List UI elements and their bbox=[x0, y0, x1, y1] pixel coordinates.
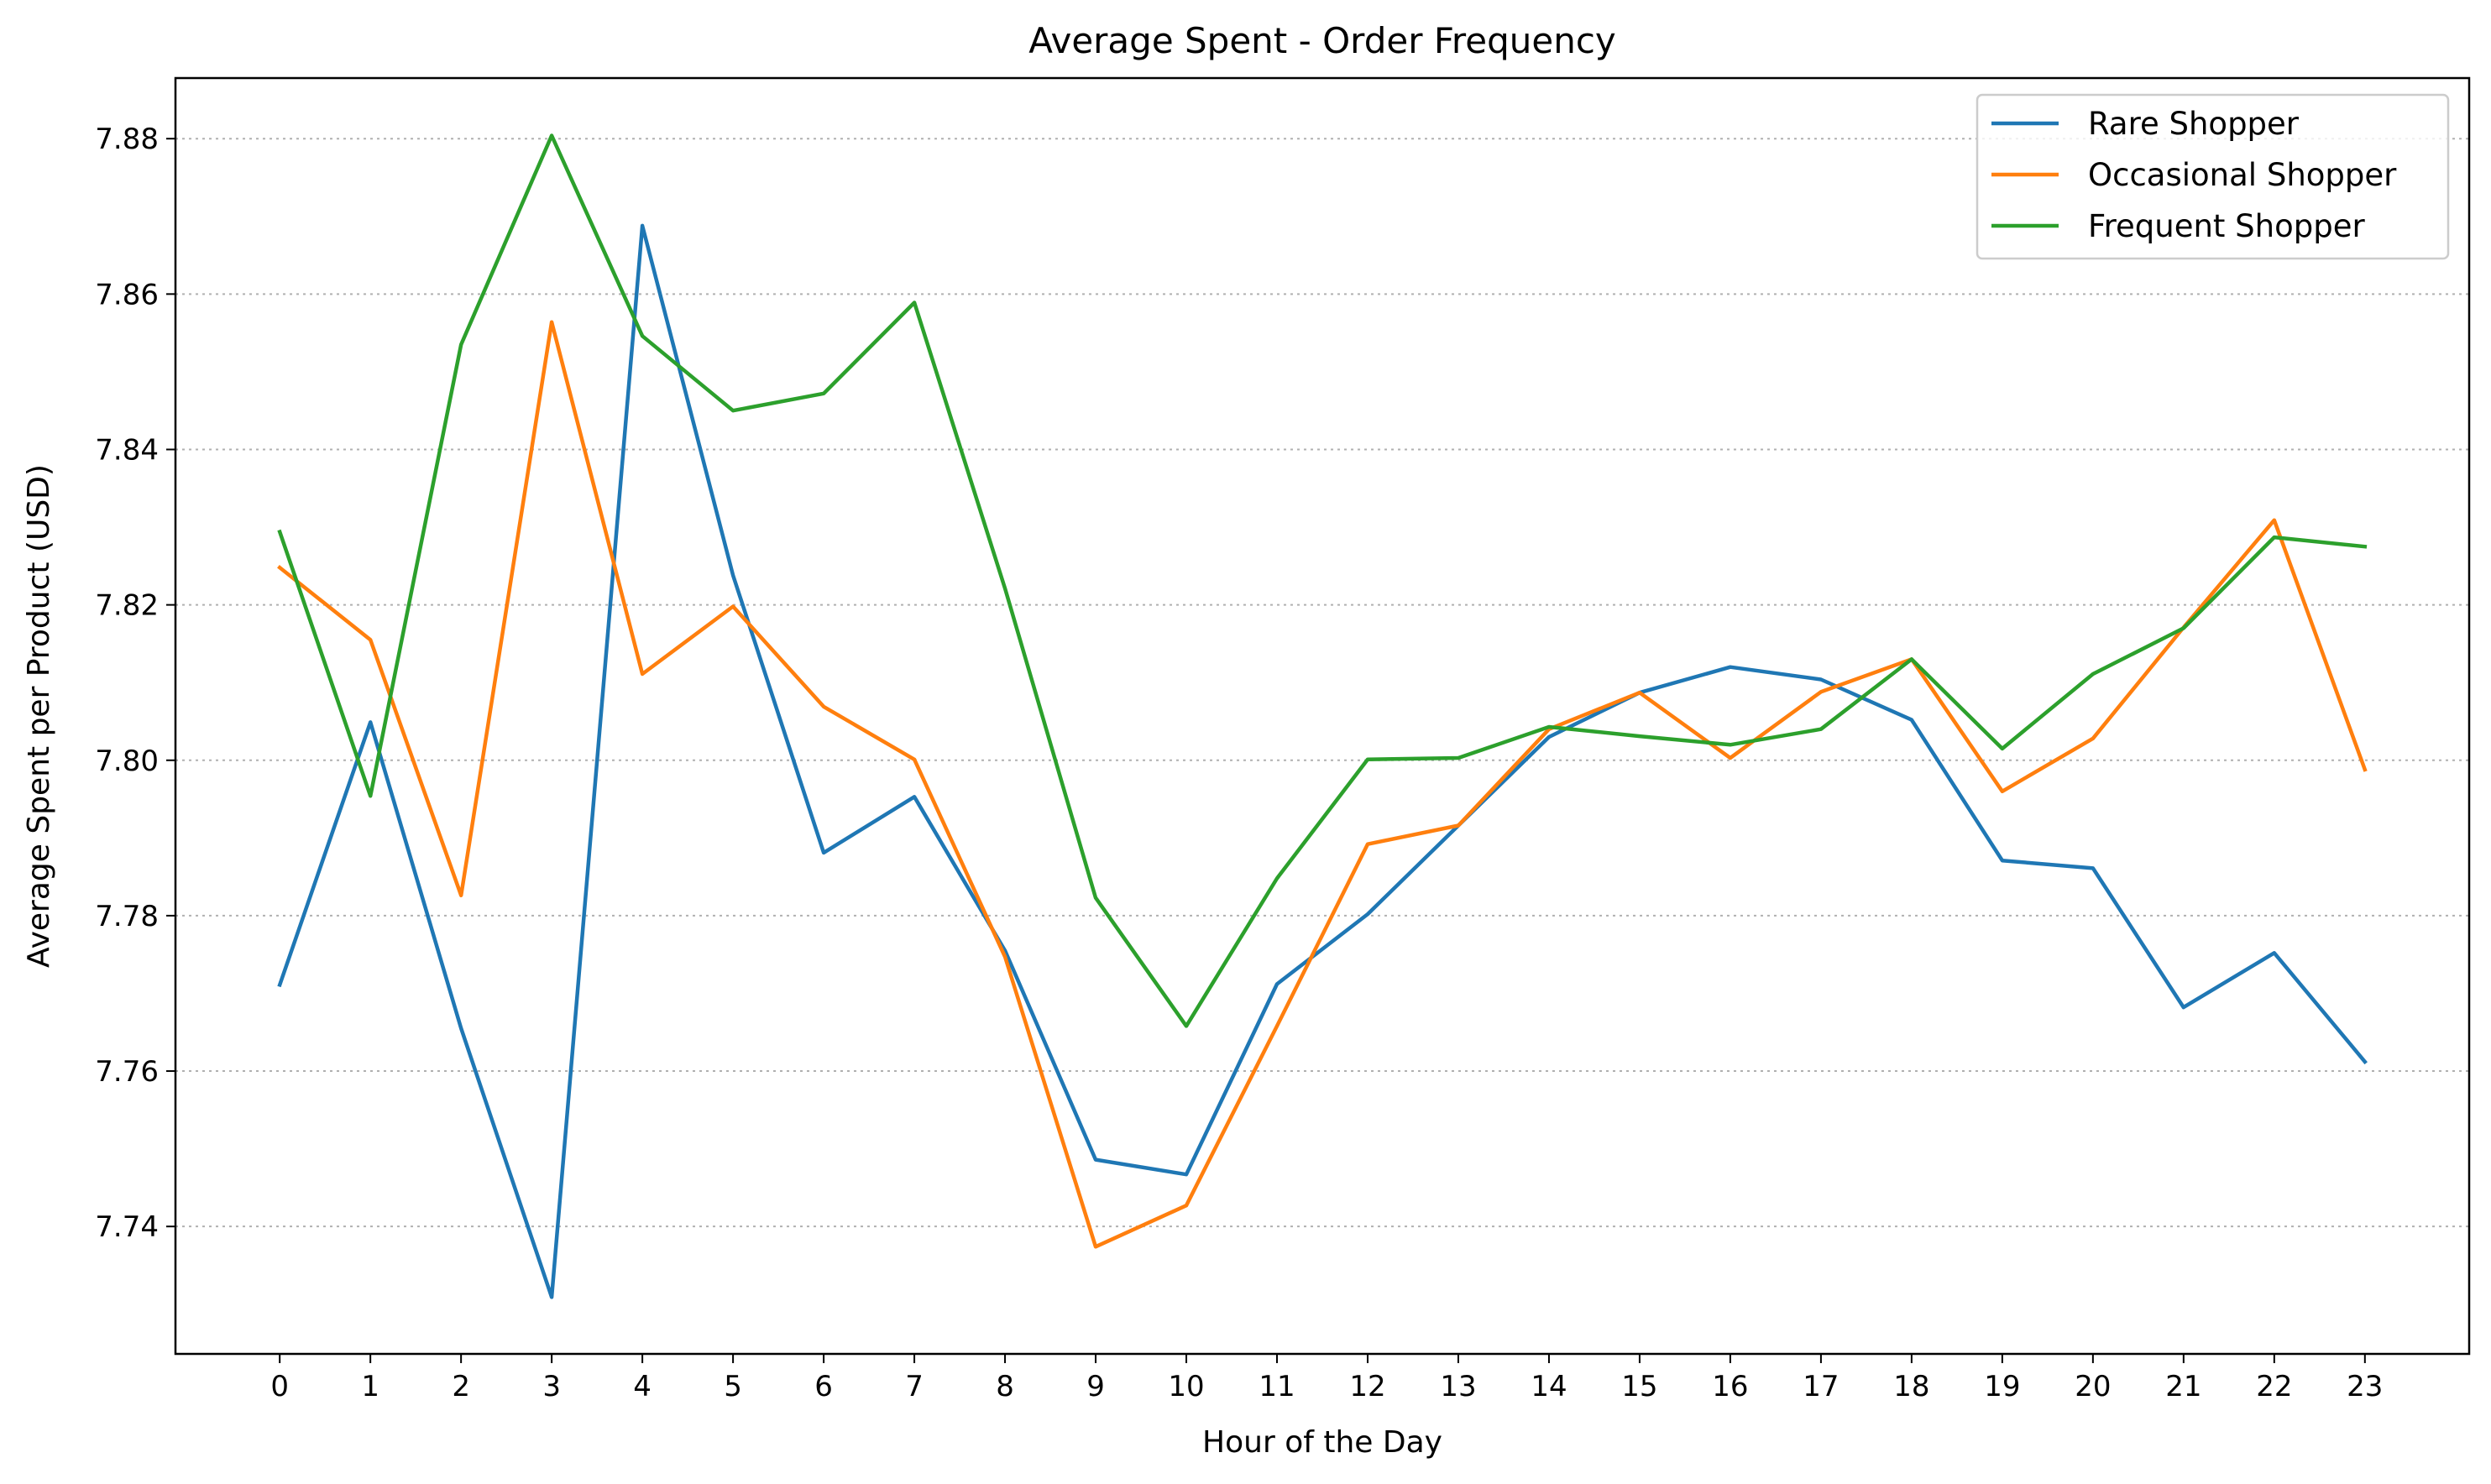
y-tick-label: 7.84 bbox=[95, 433, 159, 467]
legend-label: Occasional Shopper bbox=[2088, 157, 2397, 193]
x-tick-label: 11 bbox=[1259, 1370, 1295, 1403]
x-tick-label: 8 bbox=[996, 1370, 1014, 1403]
chart-title: Average Spent - Order Frequency bbox=[1028, 20, 1616, 61]
x-tick-label: 14 bbox=[1531, 1370, 1567, 1403]
x-tick-label: 1 bbox=[361, 1370, 379, 1403]
series-line-occasional-shopper bbox=[277, 320, 2368, 1249]
x-tick-label: 15 bbox=[1621, 1370, 1657, 1403]
y-axis-label: Average Spent per Product (USD) bbox=[22, 464, 56, 968]
x-axis-ticks: 0 1 2 3 4 5 6 7 8 9 10 11 12 13 14 15 16 17 18 19 20 21 22 23 bbox=[270, 1354, 2383, 1403]
y-tick-label: 7.88 bbox=[95, 123, 159, 156]
x-tick-label: 20 bbox=[2075, 1370, 2111, 1403]
x-tick-label: 0 bbox=[270, 1370, 289, 1403]
x-tick-label: 21 bbox=[2165, 1370, 2201, 1403]
series-line-frequent-shopper bbox=[277, 133, 2368, 1028]
y-tick-label: 7.80 bbox=[95, 745, 159, 778]
x-tick-label: 5 bbox=[724, 1370, 742, 1403]
y-axis-ticks: 7.74 7.76 7.78 7.80 7.82 7.84 7.86 7.88 bbox=[95, 123, 175, 1244]
legend: Rare Shopper Occasional Shopper Frequent S… bbox=[1976, 93, 2450, 260]
x-tick-label: 9 bbox=[1086, 1370, 1105, 1403]
x-tick-label: 4 bbox=[633, 1370, 652, 1403]
legend-label: Frequent Shopper bbox=[2088, 208, 2365, 244]
series-line-rare-shopper bbox=[277, 223, 2368, 1299]
x-tick-label: 22 bbox=[2256, 1370, 2292, 1403]
y-tick-label: 7.74 bbox=[95, 1210, 159, 1244]
x-tick-label: 19 bbox=[1984, 1370, 2020, 1403]
plot-area-frame bbox=[174, 76, 2471, 1356]
x-tick-label: 18 bbox=[1893, 1370, 1929, 1403]
y-tick-label: 7.76 bbox=[95, 1055, 159, 1089]
x-tick-label: 12 bbox=[1349, 1370, 1385, 1403]
x-tick-label: 13 bbox=[1440, 1370, 1476, 1403]
x-tick-label: 10 bbox=[1168, 1370, 1204, 1403]
x-tick-label: 6 bbox=[814, 1370, 833, 1403]
x-tick-label: 2 bbox=[452, 1370, 470, 1403]
x-tick-label: 3 bbox=[542, 1370, 561, 1403]
x-tick-label: 7 bbox=[905, 1370, 924, 1403]
legend-label: Rare Shopper bbox=[2088, 106, 2300, 142]
y-tick-label: 7.78 bbox=[95, 900, 159, 933]
x-tick-label: 17 bbox=[1803, 1370, 1839, 1403]
x-axis-label: Hour of the Day bbox=[1202, 1425, 1442, 1460]
y-tick-label: 7.86 bbox=[95, 278, 159, 311]
series-lines bbox=[277, 133, 2368, 1299]
x-tick-label: 23 bbox=[2347, 1370, 2383, 1403]
y-tick-label: 7.82 bbox=[95, 589, 159, 623]
x-tick-label: 16 bbox=[1712, 1370, 1748, 1403]
legend-box bbox=[1976, 93, 2450, 260]
